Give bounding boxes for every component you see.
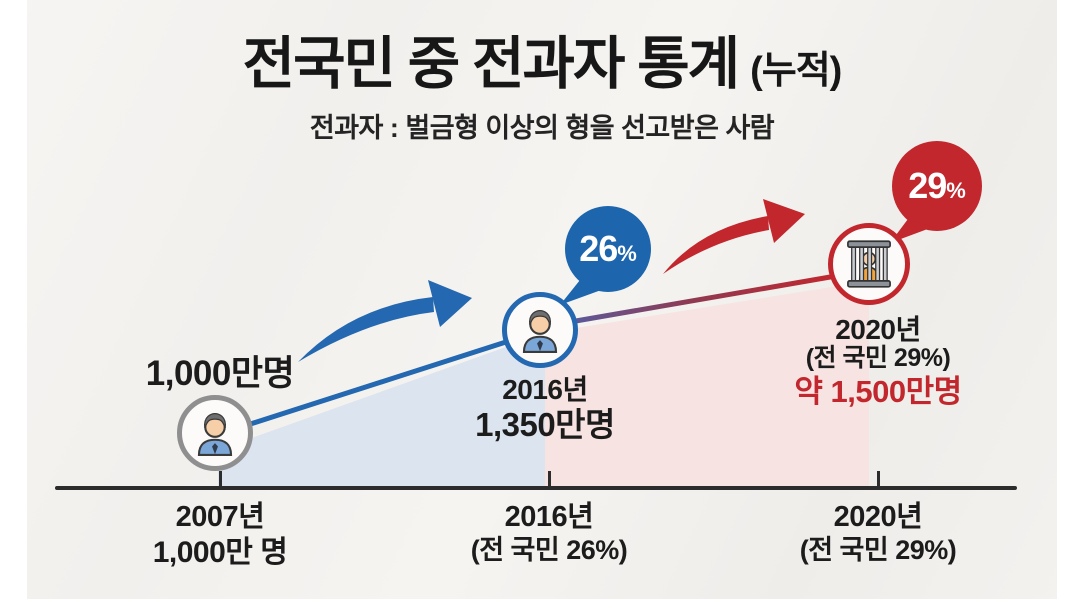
label-2016-year: 2016년	[502, 374, 588, 405]
bubble-label-29: 29%	[908, 165, 966, 207]
person-icon	[522, 309, 558, 353]
axis-label-2007-sub: 1,000만 명	[152, 535, 288, 569]
page-subtitle: 전과자 : 벌금형 이상의 형을 선고받은 사람	[309, 113, 775, 143]
node-2007	[177, 395, 253, 471]
axis-label-2007-year: 2007년	[175, 501, 265, 533]
label-2016-value: 1,350만명	[475, 406, 615, 443]
bubble-26-value: 26	[579, 228, 618, 269]
bubble-29-unit: %	[946, 178, 966, 203]
header: 전국민 중 전과자 통계 (누적)	[27, 18, 1057, 100]
page-title-suffix: (누적)	[750, 50, 842, 92]
axis-label-2020: 2020년 (전 국민 29%)	[799, 501, 957, 568]
axis-tick-2020	[877, 471, 880, 487]
x-axis-line	[55, 486, 1017, 490]
growth-arrow-blue-icon	[298, 280, 472, 362]
label-2020-year: 2020년	[835, 314, 921, 345]
left-margin-bar	[0, 0, 27, 599]
trend-line-2007-2016	[235, 337, 515, 431]
speech-bubble-29	[890, 141, 982, 243]
axis-label-2016: 2016년 (전 국민 26%)	[470, 501, 628, 568]
growth-arrow-red-icon	[663, 199, 805, 274]
right-margin-bar	[1057, 0, 1080, 599]
person-icon	[197, 412, 233, 456]
prisoner-behind-bars-icon	[847, 240, 891, 288]
trend-line-2016-2020	[567, 273, 839, 325]
bubble-29-value: 29	[908, 165, 947, 206]
bubble-label-26: 26%	[579, 228, 637, 270]
axis-label-2007: 2007년 1,000만 명	[152, 501, 288, 571]
label-2020-value: 약 1,500만명	[794, 374, 962, 409]
node-2020	[828, 223, 910, 305]
page-title: 전국민 중 전과자 통계	[242, 32, 740, 96]
axis-label-2016-year: 2016년	[504, 501, 594, 533]
axis-label-2020-year: 2020년	[833, 501, 923, 533]
node-2016	[502, 292, 578, 368]
speech-bubble-26	[560, 206, 651, 305]
axis-tick-2016	[548, 471, 551, 487]
area-2007-2016	[218, 333, 545, 486]
axis-label-2020-sub: (전 국민 29%)	[799, 534, 957, 565]
axis-tick-2007	[219, 471, 222, 487]
area-2016-2020	[545, 281, 869, 486]
axis-label-2016-sub: (전 국민 26%)	[470, 534, 628, 565]
bubble-26-unit: %	[617, 241, 637, 266]
label-2020-note: (전 국민 29%)	[805, 344, 951, 372]
callout-2007-value: 1,000만명	[145, 354, 295, 393]
